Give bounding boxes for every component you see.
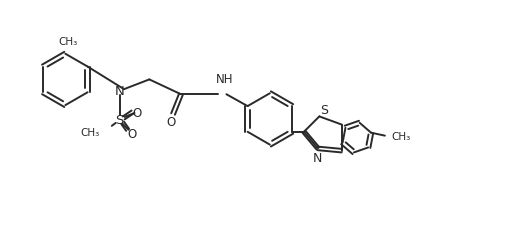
Text: O: O: [133, 106, 142, 119]
Text: CH₃: CH₃: [80, 127, 100, 137]
Text: O: O: [127, 128, 136, 141]
Text: O: O: [167, 116, 175, 129]
Text: N: N: [115, 84, 124, 97]
Text: N: N: [313, 151, 322, 164]
Text: CH₃: CH₃: [59, 37, 78, 47]
Text: S: S: [320, 104, 328, 116]
Text: S: S: [116, 114, 124, 127]
Text: NH: NH: [216, 73, 233, 86]
Text: CH₃: CH₃: [391, 131, 410, 141]
